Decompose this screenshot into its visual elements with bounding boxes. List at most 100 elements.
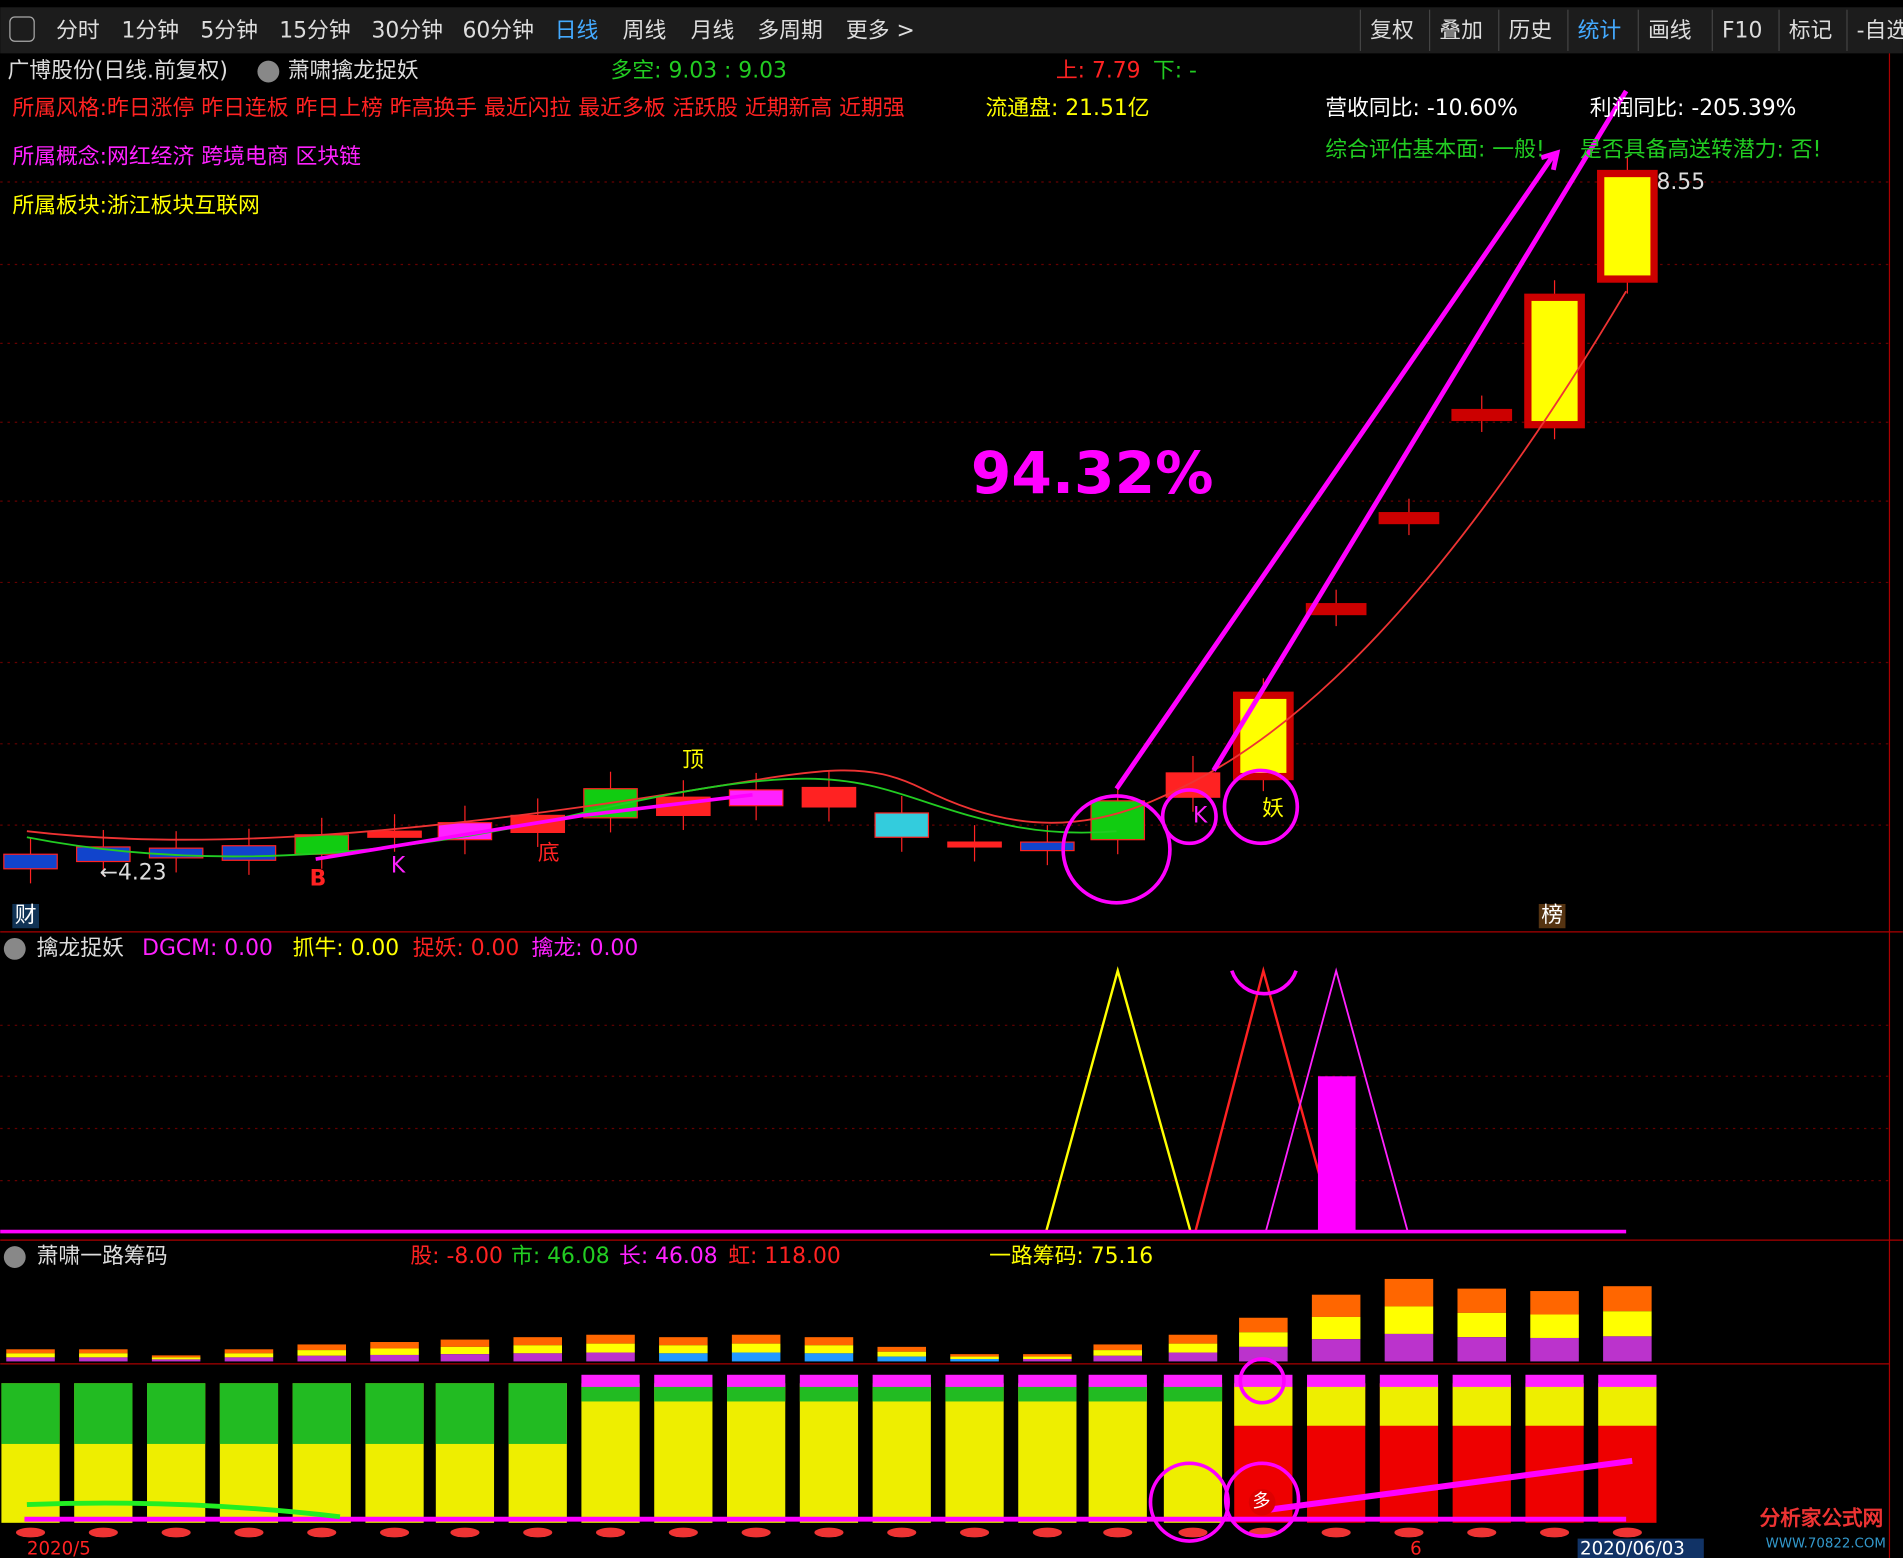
tab[interactable]: 30分钟 [371, 19, 442, 44]
menu-icon[interactable] [9, 16, 35, 42]
chip-top [224, 1357, 274, 1362]
panel-icon[interactable] [3, 1246, 26, 1268]
overlay: 分时 1分钟 5分钟 15分钟 30分钟 60分钟 日线 周线 月线 多周期 更多 > 复权 叠加 历史 统… [56, 9, 1903, 1512]
tab[interactable]: 多周期 [757, 19, 823, 44]
chip-dot [450, 1527, 480, 1538]
demon-mark: 妖 [1262, 796, 1284, 821]
chip-top [440, 1339, 490, 1347]
list-badge [1538, 903, 1566, 929]
chip-bar [581, 1383, 640, 1523]
chip-top [1239, 1317, 1288, 1333]
tab[interactable]: F10 [1722, 19, 1762, 44]
chip-top [1457, 1312, 1507, 1338]
chip-cap [1234, 1374, 1293, 1387]
chip-top [1530, 1291, 1579, 1315]
signal [1264, 967, 1409, 1232]
chip-cap [799, 1374, 859, 1387]
chip-bar-top [1307, 1383, 1366, 1426]
chip-bar-top [365, 1383, 424, 1444]
stock-chips: 股: -8.00 [410, 1244, 503, 1269]
panel-title: 擒龙捉妖 [37, 936, 124, 961]
chip-top [731, 1352, 781, 1362]
chip-bar-top [1088, 1383, 1147, 1402]
chip-top [731, 1334, 781, 1344]
chip-top [1530, 1337, 1579, 1362]
chip-top [440, 1354, 490, 1362]
chip-cap [1163, 1374, 1223, 1387]
chip-dot [1321, 1527, 1351, 1538]
tab[interactable]: 复权 [1370, 19, 1414, 44]
chip-dot [668, 1527, 698, 1538]
chip-top [731, 1343, 781, 1353]
chip-dot [1178, 1527, 1208, 1538]
list-mark: 榜 [1541, 903, 1563, 928]
candle [1524, 293, 1585, 429]
chip-top [586, 1352, 635, 1362]
tab[interactable]: 历史 [1508, 19, 1552, 44]
chip-bar [1163, 1383, 1223, 1523]
chip-dot [959, 1527, 990, 1538]
drawing [0, 89, 1658, 1543]
chip-dot [15, 1527, 46, 1538]
chip-top [877, 1346, 927, 1352]
dgcm: DGCM: 0.00 [142, 936, 273, 961]
chip-top [804, 1345, 854, 1354]
chip-bar-top [1525, 1383, 1584, 1426]
tab[interactable]: 1分钟 [122, 19, 180, 44]
chip-top [1023, 1356, 1072, 1360]
chip-top [151, 1357, 201, 1360]
candle [801, 786, 857, 808]
chip-top [1093, 1355, 1143, 1362]
chip-bar-top [654, 1383, 713, 1402]
candle [3, 853, 58, 870]
chip-top [151, 1355, 201, 1358]
signal [1044, 966, 1192, 1232]
panel-icon[interactable] [3, 937, 26, 960]
tab[interactable]: -自选 [1857, 19, 1903, 44]
tab[interactable]: 月线 [691, 19, 735, 44]
signal-bar [1317, 1076, 1356, 1232]
chip-top [1530, 1314, 1579, 1338]
chip-top [440, 1346, 490, 1355]
tab[interactable]: 画线 [1648, 19, 1692, 44]
chip-top [79, 1357, 128, 1362]
watermark: 分析家公式网 [1760, 1506, 1884, 1530]
chip-bar-top [74, 1383, 133, 1444]
ma-line [26, 290, 1627, 841]
chip-top [297, 1355, 347, 1362]
chip-top [6, 1357, 55, 1362]
chip-top [370, 1348, 419, 1355]
tab[interactable]: 15分钟 [279, 19, 350, 44]
candle [1378, 512, 1440, 525]
tab[interactable]: 周线 [623, 19, 667, 44]
date-badge [1577, 1538, 1704, 1558]
tab[interactable]: 叠加 [1439, 19, 1483, 44]
highlight [1061, 794, 1172, 905]
trend-line [1114, 89, 1629, 791]
duo-mark: 多 [1252, 1491, 1270, 1512]
chip-top [1311, 1294, 1361, 1317]
tab[interactable]: 分时 [56, 19, 100, 44]
float-shares: 流通盘: 21.51亿 [985, 96, 1149, 121]
toolbar [0, 7, 1903, 54]
chip-cap [1307, 1374, 1366, 1387]
tab[interactable]: 日线 [555, 19, 599, 44]
chip-top [1603, 1286, 1652, 1312]
chip-top [804, 1337, 854, 1346]
chip-top [79, 1349, 128, 1354]
tab[interactable]: 统计 [1578, 19, 1622, 44]
formula-icon[interactable] [257, 60, 280, 83]
tab[interactable]: 标记 [1789, 19, 1833, 44]
long-short: 多空: 9.03 : 9.03 [611, 59, 787, 84]
tab[interactable]: 5分钟 [200, 19, 258, 44]
chip-cap [1598, 1374, 1657, 1387]
chip-top [1384, 1333, 1434, 1362]
chip-dot [1539, 1527, 1570, 1538]
tab[interactable]: 60分钟 [463, 19, 534, 44]
chip-dot [1032, 1527, 1062, 1538]
revenue: 营收同比: -10.60% [1325, 96, 1518, 121]
trend-line [315, 792, 753, 861]
chip-top [950, 1359, 999, 1362]
chip-top [1168, 1352, 1218, 1362]
tab[interactable]: 更多 > [846, 19, 915, 44]
